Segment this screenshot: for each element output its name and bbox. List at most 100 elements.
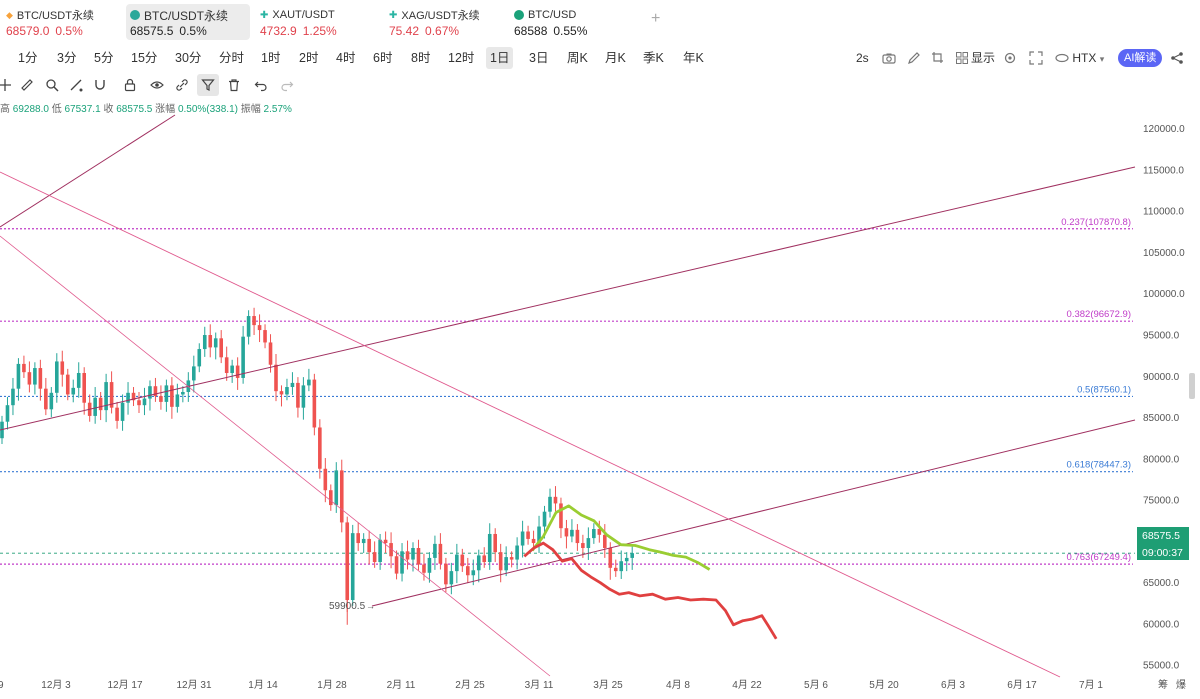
price-tick-label: 75000.0 (1143, 496, 1180, 507)
candle-body (76, 372, 81, 388)
candle-body (142, 398, 147, 406)
low-value: 67537.1 (64, 104, 101, 115)
interval-tick[interactable]: 分时 (219, 51, 245, 65)
price-tick-label: 110000.0 (1143, 207, 1184, 218)
downtrend-line-lower[interactable] (0, 235, 551, 677)
low-label: 低 (51, 104, 62, 115)
display-grid-icon[interactable] (955, 46, 969, 70)
time-tick-label: 12月 31 (176, 679, 211, 691)
tab-xaut-usdt[interactable]: ✚ XAUT/USDT 4732.9 1.25% (256, 4, 376, 40)
price-chart[interactable]: 0.237(107870.8) 0.382(96672.9) 0.5(87560.1… (0, 100, 1200, 699)
tab-btc-usdt-perp[interactable]: ◆ BTC/USDT永续 68579.0 0.5% (2, 4, 120, 40)
trash-icon[interactable] (223, 74, 245, 96)
interval-year[interactable]: 年K (683, 51, 704, 65)
candle-body (564, 528, 569, 537)
candle-body (208, 335, 213, 348)
candle-body (296, 382, 300, 408)
candle-body (608, 548, 613, 568)
interval-12h[interactable]: 12时 (448, 51, 475, 65)
share-icon[interactable] (1170, 46, 1184, 70)
candle-body (213, 338, 218, 348)
interval-8h[interactable]: 8时 (411, 51, 431, 65)
settings-gear-icon[interactable] (1003, 46, 1017, 70)
add-tab-plus-icon[interactable]: + (651, 10, 661, 27)
fib-level-label: 0.763(67249.4) (1067, 552, 1131, 563)
candle-body (93, 397, 97, 416)
candle-body (526, 531, 530, 539)
interval-month[interactable]: 月K (605, 51, 626, 65)
interval-2h[interactable]: 2时 (299, 51, 319, 65)
candle-body (181, 391, 185, 395)
eye-icon[interactable] (146, 74, 168, 96)
channel-mid-line[interactable] (0, 166, 1136, 431)
interval-3m[interactable]: 3分 (57, 51, 77, 65)
candle-body (422, 564, 426, 573)
tab-symbol: BTC/USDT永续 (144, 8, 229, 23)
camera-icon[interactable] (882, 46, 896, 70)
interval-5m[interactable]: 5分 (94, 51, 114, 65)
downtrend-line-upper[interactable] (0, 171, 1061, 678)
candle-body (581, 543, 585, 549)
low-arrow-icon: → (366, 601, 375, 611)
candle-body (575, 529, 580, 544)
channel-lower-line[interactable] (371, 419, 1136, 607)
candle-body (148, 386, 152, 399)
interval-1d[interactable]: 1日 (486, 47, 514, 69)
tab-btc-usd[interactable]: BTC/USD 68588 0.55% (510, 4, 610, 40)
crosshair-icon[interactable] (0, 74, 16, 96)
interval-15m[interactable]: 15分 (131, 51, 158, 65)
high-value: 69288.0 (12, 104, 49, 115)
zoom-in-icon[interactable] (41, 74, 63, 96)
gold-coin-icon: ✚ (260, 9, 269, 21)
interval-quarter[interactable]: 季K (643, 51, 664, 65)
candle-body (65, 374, 70, 395)
candle-body (548, 496, 552, 512)
candle-body (224, 357, 229, 373)
interval-week[interactable]: 周K (567, 51, 588, 65)
lock-icon[interactable] (119, 74, 141, 96)
ruler-icon[interactable] (16, 74, 38, 96)
candle-body (487, 533, 492, 563)
channel-upper-line[interactable] (0, 114, 176, 228)
last-price-text: 68575.5 (1142, 530, 1180, 542)
price-axis: 120000.0 115000.0 110000.0 105000.0 100000.0… (1143, 124, 1185, 672)
interval-1h[interactable]: 1时 (261, 51, 281, 65)
link-chain-icon[interactable] (171, 74, 193, 96)
exchange-selector[interactable]: HTX ▾ (1055, 46, 1104, 70)
candle-body (268, 342, 273, 365)
refresh-rate-button[interactable]: 2s (856, 51, 869, 65)
candle-body (170, 385, 174, 407)
candle-body (290, 382, 295, 388)
pen-icon[interactable] (907, 46, 921, 70)
measure-icon[interactable] (65, 74, 87, 96)
candle-body (400, 551, 404, 574)
interval-30m[interactable]: 30分 (175, 51, 202, 65)
price-tick-label: 80000.0 (1143, 454, 1180, 465)
fullscreen-icon[interactable] (1029, 46, 1043, 70)
interval-6h[interactable]: 6时 (373, 51, 393, 65)
time-tick-label: 1月 28 (317, 679, 347, 691)
bitcoin-green-icon (514, 10, 524, 20)
display-button[interactable]: 显示 (971, 51, 996, 65)
time-tick-label: 5月 20 (869, 679, 899, 691)
filter-icon[interactable] (197, 74, 219, 96)
interval-4h[interactable]: 4时 (336, 51, 356, 65)
scroll-handle[interactable] (1189, 373, 1195, 399)
ai-interpret-button[interactable]: AI解读 (1118, 49, 1163, 67)
undo-icon[interactable] (250, 74, 272, 96)
trend-lines (0, 114, 1136, 678)
time-tick-label: 4月 8 (666, 679, 690, 691)
candle-body (389, 543, 393, 557)
tab-btc-usdt-perp-active[interactable]: BTC/USDT永续 68575.5 0.5% (126, 4, 250, 40)
projection-green-path (531, 504, 711, 571)
interval-3d[interactable]: 3日 (529, 51, 549, 65)
crop-icon[interactable] (931, 46, 945, 70)
chips-label: 筹 (1158, 678, 1168, 691)
interval-1m[interactable]: 1分 (18, 51, 38, 65)
candle-body (520, 531, 525, 546)
magnet-icon[interactable] (89, 74, 111, 96)
redo-icon[interactable] (276, 74, 298, 96)
candle-body (433, 543, 437, 558)
tab-xag-usdt-perp[interactable]: ✚ XAG/USDT永续 75.42 0.67% (385, 4, 503, 40)
tab-change: 1.25% (302, 24, 337, 38)
